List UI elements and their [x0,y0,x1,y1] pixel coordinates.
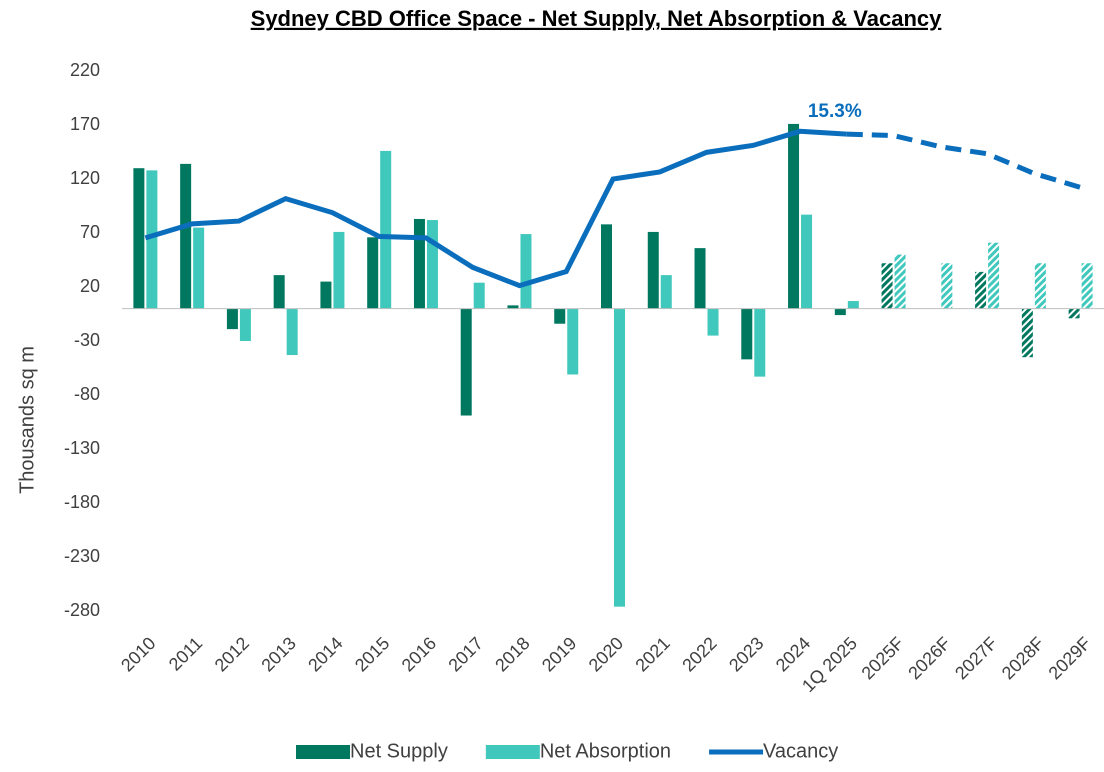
bar [694,248,706,309]
x-tick-label: 2028F [998,633,1048,683]
bar [333,231,345,309]
y-tick-label: -130 [64,438,100,458]
bar [320,281,332,309]
y-tick-label: 170 [70,114,100,134]
legend-swatch [296,745,350,759]
x-tick-label: 2017 [444,633,486,675]
bar [754,308,766,377]
bar [567,308,579,375]
bar [941,263,953,309]
bar [834,308,846,316]
legend-label: Net Absorption [540,740,671,762]
bar [847,301,859,309]
x-tick-label: 2022 [678,633,720,675]
bar [614,308,625,607]
bar [133,168,145,309]
y-tick-label: -230 [64,546,100,566]
x-tick-label: 2012 [211,633,253,675]
bar [988,242,1000,309]
x-tick-label: 2010 [117,633,159,675]
bar [741,308,753,360]
bar [801,214,813,309]
bar [1021,308,1033,358]
bar [1068,308,1080,319]
bar [426,220,438,309]
x-tick-label: 2020 [585,633,627,675]
y-axis-title: Thousands sq m [16,346,38,494]
x-tick-label: 2011 [165,633,207,675]
bar [507,305,519,309]
x-tick-label: 2015 [351,633,393,675]
bar [460,308,472,416]
x-tick-label: 2027F [951,633,1001,683]
bar [286,308,298,356]
bar [239,308,251,341]
bar [226,308,238,330]
bar [601,224,612,309]
bar [380,150,392,309]
x-tick-label: 2019 [538,633,580,675]
legend-swatch [485,745,540,759]
x-tick-label: 2013 [257,633,299,675]
x-tick-label: 2024 [772,633,814,675]
bar [520,234,532,309]
bar [554,308,566,324]
bar [788,123,800,309]
x-tick-label: 2026F [904,633,954,683]
x-tick-label: 2029F [1045,633,1095,683]
bar [473,282,485,309]
bar [367,237,379,309]
bar [273,275,285,309]
chart-title: Sydney CBD Office Space - Net Supply, Ne… [251,6,942,31]
y-tick-label: 120 [70,168,100,188]
bar [660,275,672,309]
data-label: 15.3% [808,101,862,122]
y-tick-label: -30 [74,330,100,350]
x-tick-label: 2016 [398,633,440,675]
x-tick-label: 2018 [491,633,533,675]
bar [647,231,659,309]
bar [1034,263,1046,309]
legend-label: Vacancy [763,740,838,762]
x-tick-label: 2021 [631,633,673,675]
bar [881,263,893,309]
x-tick-label: 2014 [304,633,346,675]
y-tick-label: 70 [80,222,100,242]
bar [180,163,192,309]
bar [413,218,425,309]
bar [193,227,205,309]
bar [707,308,719,336]
y-tick-label: 20 [80,276,100,296]
x-tick-label: 2023 [725,633,767,675]
x-tick-label: 2025F [858,633,908,683]
y-tick-label: 220 [70,60,100,80]
bar [894,254,906,309]
y-tick-label: -80 [74,384,100,404]
line-series-forecast [846,131,1082,190]
y-tick-label: -180 [64,492,100,512]
y-tick-label: -280 [64,600,100,620]
line-series [144,128,847,289]
bar [146,170,158,309]
legend-label: Net Supply [350,740,448,762]
bar [1081,263,1093,309]
bar [975,271,987,309]
